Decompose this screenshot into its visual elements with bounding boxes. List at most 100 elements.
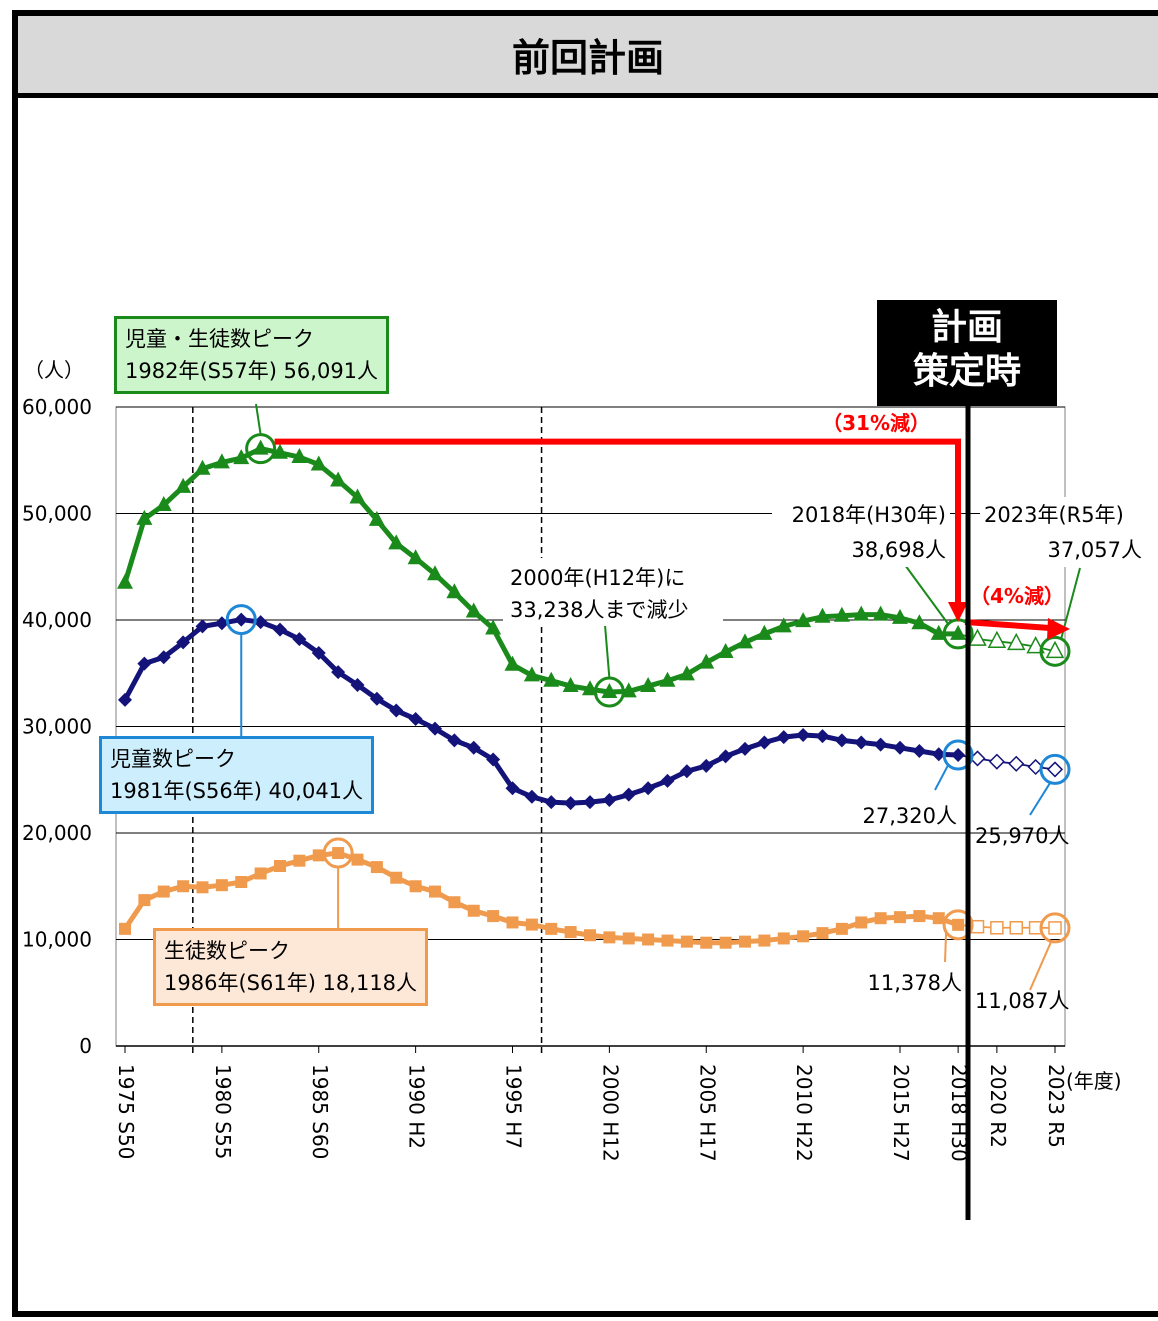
data-point-triangle [213,453,230,469]
x-tick-label: 2010 H22 [792,1064,816,1162]
total-peak-callout: 児童・生徒数ピーク 1982年(S57年) 56,091人 [114,316,390,394]
plan-circle-student [942,909,974,941]
leader-child-2018 [934,764,950,791]
data-point-square [603,931,616,944]
data-point-square [351,853,364,866]
reduction-arrow-31 [274,438,961,605]
x-tick-label: 1990 H2 [405,1064,429,1149]
data-point-square [274,860,286,873]
y-tick-label: 60,000 [22,395,92,419]
data-point-diamond [679,764,694,779]
data-point-diamond [621,787,636,802]
child-2023-label: 25,970人 [975,824,1069,848]
plan-marker-line1: 計画 [930,307,1003,348]
data-point-square [855,916,868,929]
data-point-diamond [1046,761,1064,778]
data-point-square [642,933,655,946]
data-point-square [952,918,965,931]
reduction-arrowhead-4 [1047,618,1070,640]
data-point-diamond [137,656,152,671]
data-point-diamond [524,789,539,804]
data-point-square [661,934,674,947]
x-tick-label: 2000 H12 [598,1064,622,1162]
data-point-triangle [659,671,676,687]
data-point-square [564,926,577,939]
plan-circle-child [942,739,974,771]
data-point-triangle [523,666,540,682]
data-point-triangle [1007,632,1026,651]
x-axis-unit: (年度) [1066,1069,1122,1093]
data-point-triangle [136,509,153,525]
data-point-diamond [369,691,384,706]
data-point-square [894,911,906,924]
data-point-diamond [641,781,656,796]
data-point-square [932,912,945,925]
end-circle-total [1039,635,1071,667]
data-point-square [622,932,635,945]
y-tick-label: 30,000 [22,715,92,739]
data-point-diamond [834,733,849,748]
data-point-diamond [854,735,869,750]
data-point-square [429,885,441,898]
x-tick-label: 2005 H17 [695,1064,719,1162]
x-tick-label: 1975 S50 [114,1064,138,1159]
data-point-diamond [292,632,307,647]
y-tick-label: 50,000 [22,502,92,526]
data-point-triangle [795,612,812,628]
data-point-diamond [408,712,423,727]
data-point-diamond [350,677,365,692]
data-point-triangle [814,607,831,623]
total-2018-line1: 2018年(H30年) [792,503,946,527]
total-2023-text-bg [980,497,1155,567]
reduction-arrow-4 [964,619,1051,631]
data-point-diamond [311,646,326,661]
data-point-triangle [930,624,947,640]
leader-min-2000 [604,624,611,679]
data-point-square [370,861,383,874]
total-2018-text-bg [772,497,950,567]
reduction-31-label: （31%減） [822,411,930,435]
data-point-diamond [428,721,442,736]
data-point-square [545,922,558,935]
data-point-diamond [660,773,675,788]
data-point-diamond [118,692,132,707]
data-point-square [874,912,887,925]
data-point-square [196,881,209,894]
data-point-square [739,935,751,948]
data-point-square [448,896,461,909]
data-point-square [680,935,693,948]
data-point-diamond [156,650,171,665]
data-point-diamond [776,730,791,745]
data-point-diamond [253,615,268,630]
data-point-triangle [407,549,424,565]
data-point-triangle [717,642,734,658]
y-axis-label: （人） [24,358,84,382]
data-point-square [487,910,500,923]
x-tick-label: 1980 S55 [211,1064,235,1159]
data-point-triangle [504,655,521,671]
end-circle-student [1039,912,1071,944]
data-point-triangle [833,606,850,622]
data-point-square [816,927,829,940]
data-point-square [797,930,810,943]
data-point-square [719,936,732,949]
student-2023-label: 11,087人 [975,989,1069,1013]
data-point-triangle [853,605,870,621]
data-point-triangle [233,449,250,465]
data-point-triangle [330,471,347,487]
data-point-square [390,871,403,884]
data-point-triangle [446,583,463,599]
data-point-triangle [892,608,908,624]
data-point-triangle [117,573,133,589]
data-point-diamond [234,612,249,627]
data-point-diamond [815,729,830,744]
y-tick-label: 0 [79,1034,92,1058]
data-point-square [254,867,267,880]
total-2023-line2: 37,057人 [1048,538,1142,562]
student-peak-callout: 生徒数ピーク 1986年(S61年) 18,118人 [153,928,429,1006]
data-point-triangle [252,439,269,455]
x-tick-label: 1995 H7 [502,1064,526,1149]
data-point-diamond [389,703,404,718]
data-point-square [835,922,848,935]
data-point-square [1009,921,1023,935]
